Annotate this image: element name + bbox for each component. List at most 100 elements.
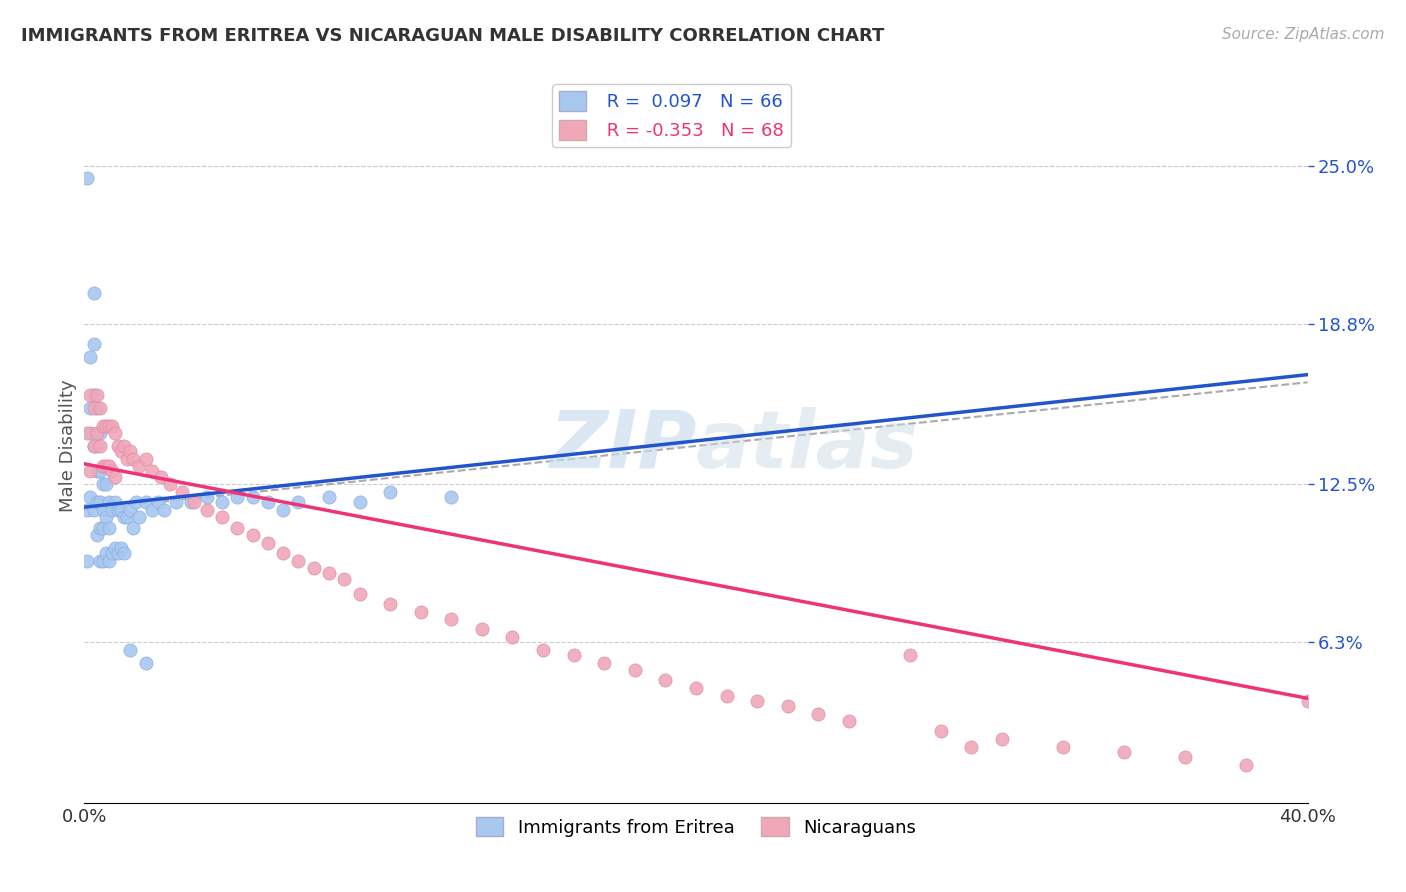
Text: ZIP: ZIP [548, 407, 696, 485]
Point [91, 418, 114, 433]
Point [86, 388, 108, 402]
Point [97, 495, 120, 509]
Point [112, 546, 135, 560]
Point [242, 490, 264, 504]
Point [83, 401, 105, 415]
Point [349, 495, 371, 509]
Point [271, 546, 294, 560]
Point [91, 520, 114, 534]
Point [79, 401, 101, 415]
Point [440, 612, 463, 626]
Point [89, 426, 111, 441]
Point [226, 520, 249, 534]
Point [135, 656, 157, 670]
Point [242, 528, 264, 542]
Point [115, 451, 138, 466]
Point [86, 439, 108, 453]
Point [141, 465, 163, 479]
Point [380, 597, 402, 611]
Point [91, 502, 114, 516]
Text: IMMIGRANTS FROM ERITREA VS NICARAGUAN MALE DISABILITY CORRELATION CHART: IMMIGRANTS FROM ERITREA VS NICARAGUAN MA… [21, 27, 884, 45]
Point [107, 546, 129, 560]
Point [112, 510, 135, 524]
Point [94, 510, 117, 524]
Point [349, 587, 371, 601]
Point [94, 477, 117, 491]
Point [104, 426, 127, 441]
Point [76, 171, 98, 186]
Point [89, 495, 111, 509]
Point [128, 459, 150, 474]
Point [776, 698, 799, 713]
Point [1174, 750, 1197, 764]
Point [128, 510, 150, 524]
Point [107, 502, 129, 516]
Point [838, 714, 860, 729]
Point [79, 465, 101, 479]
Point [104, 469, 127, 483]
Point [991, 732, 1014, 747]
Point [125, 495, 148, 509]
Point [929, 724, 952, 739]
Point [101, 546, 124, 560]
Point [110, 541, 132, 555]
Point [211, 510, 233, 524]
Legend: Immigrants from Eritrea, Nicaraguans: Immigrants from Eritrea, Nicaraguans [468, 809, 924, 844]
Point [120, 643, 142, 657]
Point [716, 689, 738, 703]
Point [257, 495, 280, 509]
Point [135, 451, 157, 466]
Point [89, 554, 111, 568]
Point [79, 490, 101, 504]
Point [104, 495, 127, 509]
Point [83, 286, 105, 301]
Point [380, 484, 402, 499]
Point [76, 426, 98, 441]
Point [471, 623, 494, 637]
Point [91, 554, 114, 568]
Y-axis label: Male Disability: Male Disability [59, 380, 77, 512]
Point [91, 477, 114, 491]
Point [120, 502, 142, 516]
Point [183, 495, 205, 509]
Point [86, 401, 108, 415]
Point [115, 510, 138, 524]
Point [195, 502, 218, 516]
Text: atlas: atlas [696, 407, 918, 485]
Point [531, 643, 554, 657]
Point [195, 490, 218, 504]
Point [226, 490, 249, 504]
Point [107, 439, 129, 453]
Point [1296, 694, 1319, 708]
Point [159, 477, 181, 491]
Point [807, 706, 830, 721]
Point [79, 350, 101, 364]
Point [101, 418, 124, 433]
Point [89, 520, 111, 534]
Point [562, 648, 585, 662]
Point [318, 490, 340, 504]
Text: Source: ZipAtlas.com: Source: ZipAtlas.com [1222, 27, 1385, 42]
Point [141, 502, 163, 516]
Point [318, 566, 340, 581]
Point [1236, 757, 1258, 772]
Point [149, 469, 172, 483]
Point [302, 561, 325, 575]
Point [122, 520, 145, 534]
Point [122, 451, 145, 466]
Point [79, 388, 101, 402]
Point [104, 541, 127, 555]
Point [89, 401, 111, 415]
Point [287, 495, 309, 509]
Point [110, 444, 132, 458]
Point [101, 502, 124, 516]
Point [593, 656, 616, 670]
Point [91, 459, 114, 474]
Point [97, 459, 120, 474]
Point [211, 495, 233, 509]
Point [153, 502, 176, 516]
Point [747, 694, 769, 708]
Point [86, 426, 108, 441]
Point [135, 495, 157, 509]
Point [83, 388, 105, 402]
